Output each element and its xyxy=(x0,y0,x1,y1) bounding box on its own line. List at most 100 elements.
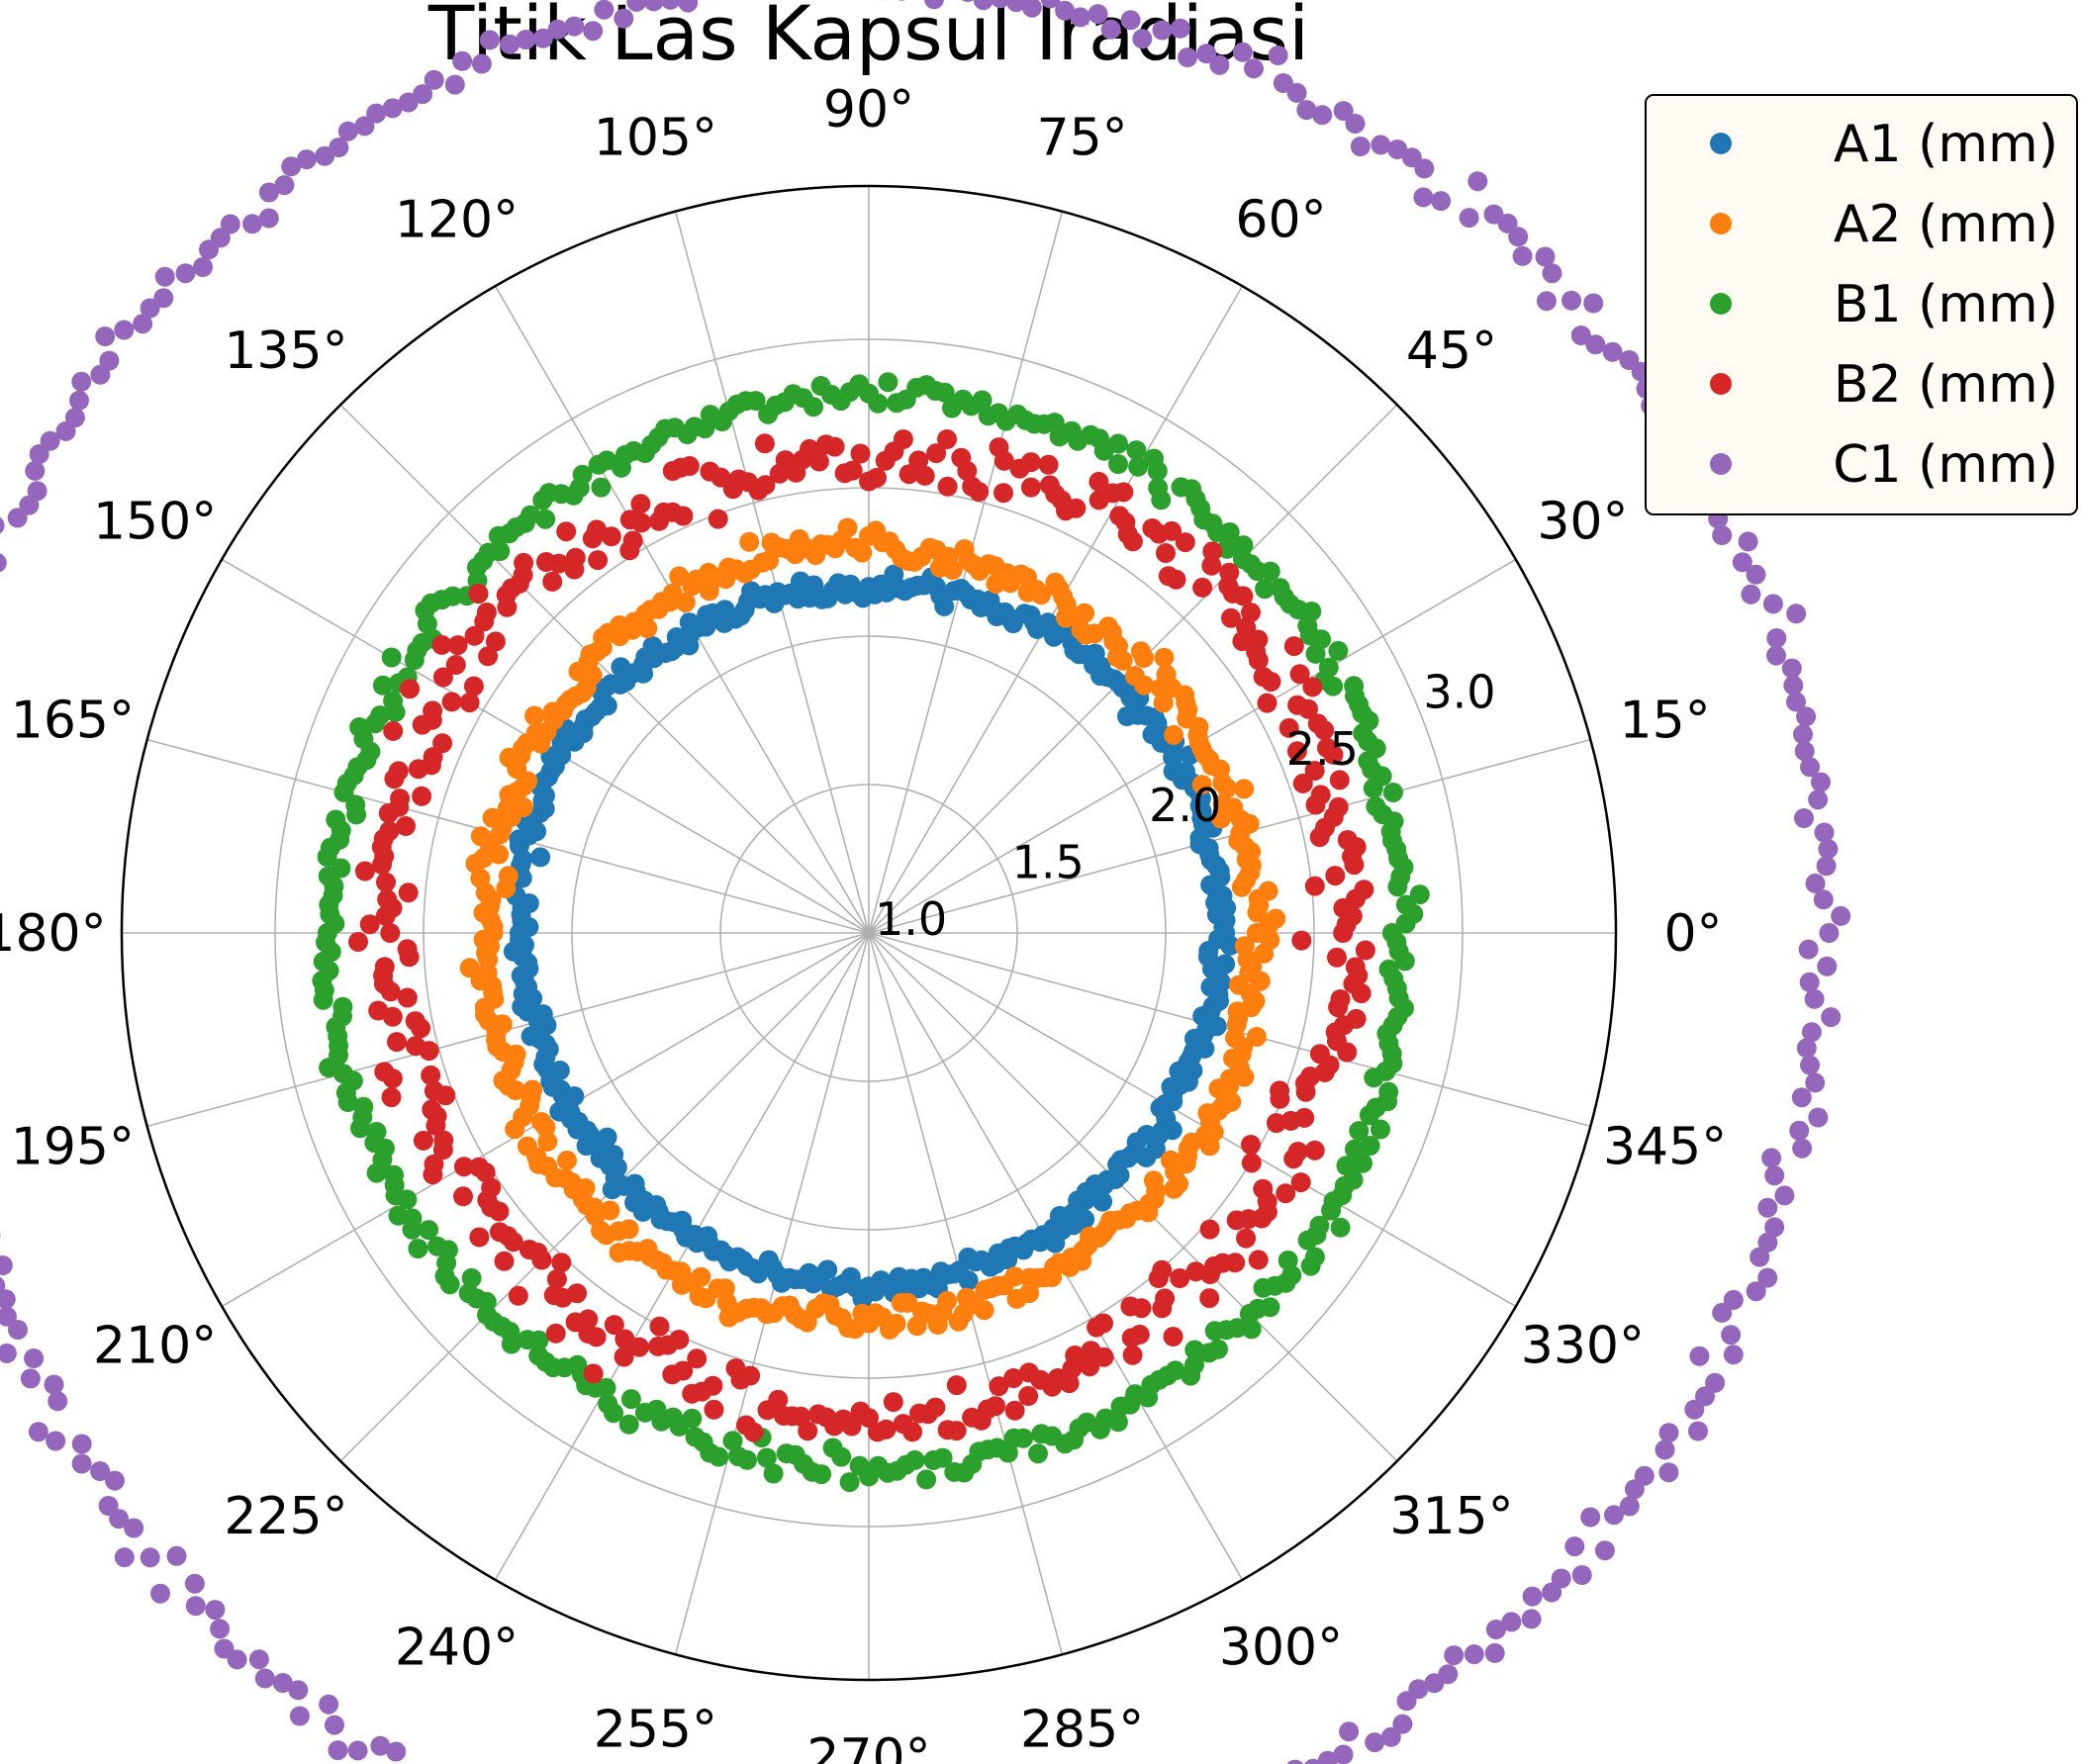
data-point xyxy=(1152,20,1173,41)
data-point xyxy=(1075,1209,1095,1230)
data-point xyxy=(381,1087,402,1108)
data-point xyxy=(568,661,589,682)
data-point xyxy=(614,8,634,29)
data-point xyxy=(459,693,480,713)
data-point xyxy=(1266,908,1286,929)
data-point xyxy=(530,847,551,868)
data-point xyxy=(426,1115,446,1136)
data-point xyxy=(620,1389,641,1410)
data-point xyxy=(1781,658,1802,679)
data-point xyxy=(1813,889,1834,910)
data-point xyxy=(1831,905,1851,926)
theta-tick-label: 120° xyxy=(395,191,519,250)
data-point xyxy=(1196,44,1217,64)
data-point xyxy=(421,1065,441,1085)
data-point xyxy=(0,1289,16,1310)
data-point xyxy=(1327,947,1347,968)
data-point xyxy=(551,1253,572,1273)
data-point xyxy=(469,1227,490,1248)
data-point xyxy=(924,0,944,10)
data-point xyxy=(535,509,556,529)
data-point xyxy=(1801,1022,1822,1043)
data-point xyxy=(1020,477,1041,498)
data-point xyxy=(258,208,279,229)
data-point xyxy=(315,145,335,166)
data-point xyxy=(1371,135,1391,155)
data-point xyxy=(1232,42,1253,62)
data-point xyxy=(1382,783,1403,802)
theta-tick-label: 255° xyxy=(594,1701,717,1760)
data-point xyxy=(1804,988,1825,1009)
data-point xyxy=(1289,664,1310,685)
data-point xyxy=(319,1694,339,1715)
data-point xyxy=(1221,607,1241,628)
data-point xyxy=(1695,1386,1715,1407)
theta-tick-label: 45° xyxy=(1406,322,1497,381)
data-point xyxy=(754,433,775,454)
data-point xyxy=(769,463,790,484)
theta-tick-label: 60° xyxy=(1235,191,1326,250)
data-point xyxy=(898,1292,918,1313)
data-point xyxy=(1236,1228,1257,1249)
data-point xyxy=(105,1470,125,1491)
legend: A1 (mm) A2 (mm) B1 (mm) B2 (mm) C1 (mm) xyxy=(1645,94,2078,515)
data-point xyxy=(1761,1148,1782,1168)
data-point xyxy=(841,1416,862,1437)
data-point xyxy=(914,465,935,486)
data-point xyxy=(47,1391,68,1412)
data-point xyxy=(876,1419,897,1439)
theta-tick-label: 30° xyxy=(1537,493,1628,552)
data-point xyxy=(1088,490,1109,511)
data-point xyxy=(29,444,49,464)
theta-tick-label: 330° xyxy=(1521,1317,1645,1376)
data-point xyxy=(535,1117,556,1138)
data-point xyxy=(1349,1121,1370,1142)
data-point xyxy=(1131,1298,1152,1319)
data-point xyxy=(1055,0,1076,21)
data-point xyxy=(1431,191,1452,212)
data-point xyxy=(1378,1081,1399,1102)
data-point xyxy=(55,420,76,441)
data-point xyxy=(413,1130,433,1151)
data-point xyxy=(408,1239,428,1258)
data-point xyxy=(1793,724,1813,745)
data-point xyxy=(381,647,402,668)
data-point xyxy=(1345,114,1366,134)
data-point xyxy=(886,1313,906,1334)
data-point xyxy=(274,175,295,196)
data-point xyxy=(660,0,681,10)
data-point xyxy=(1253,1178,1274,1199)
data-point xyxy=(1260,930,1280,951)
data-point xyxy=(942,398,962,418)
theta-tick-label: 75° xyxy=(1037,108,1128,167)
data-point xyxy=(1236,617,1257,638)
data-point xyxy=(1088,471,1109,492)
data-point xyxy=(1156,543,1176,563)
theta-gridline-17 xyxy=(674,932,870,1655)
data-point xyxy=(1378,959,1399,979)
data-point xyxy=(1783,675,1804,696)
theta-gridline-9 xyxy=(339,404,870,934)
data-point xyxy=(184,1573,205,1594)
data-point xyxy=(464,625,485,646)
data-point xyxy=(1199,1288,1220,1309)
data-point xyxy=(347,1740,368,1761)
data-point xyxy=(1006,0,1026,13)
data-point xyxy=(669,566,690,587)
data-point xyxy=(1564,1536,1585,1557)
data-point xyxy=(1155,1288,1176,1309)
data-point xyxy=(859,471,879,492)
data-point xyxy=(1221,1091,1242,1112)
data-point xyxy=(596,1377,616,1398)
data-point xyxy=(19,495,40,515)
data-point xyxy=(531,1250,552,1270)
data-point xyxy=(1191,775,1212,795)
data-point xyxy=(1732,552,1752,573)
data-point xyxy=(817,1259,838,1280)
data-point xyxy=(704,1399,724,1420)
data-point xyxy=(1464,1644,1484,1665)
data-point xyxy=(1360,1136,1380,1156)
data-point xyxy=(1019,1283,1040,1304)
data-point xyxy=(1201,555,1222,576)
data-point xyxy=(958,1270,979,1291)
